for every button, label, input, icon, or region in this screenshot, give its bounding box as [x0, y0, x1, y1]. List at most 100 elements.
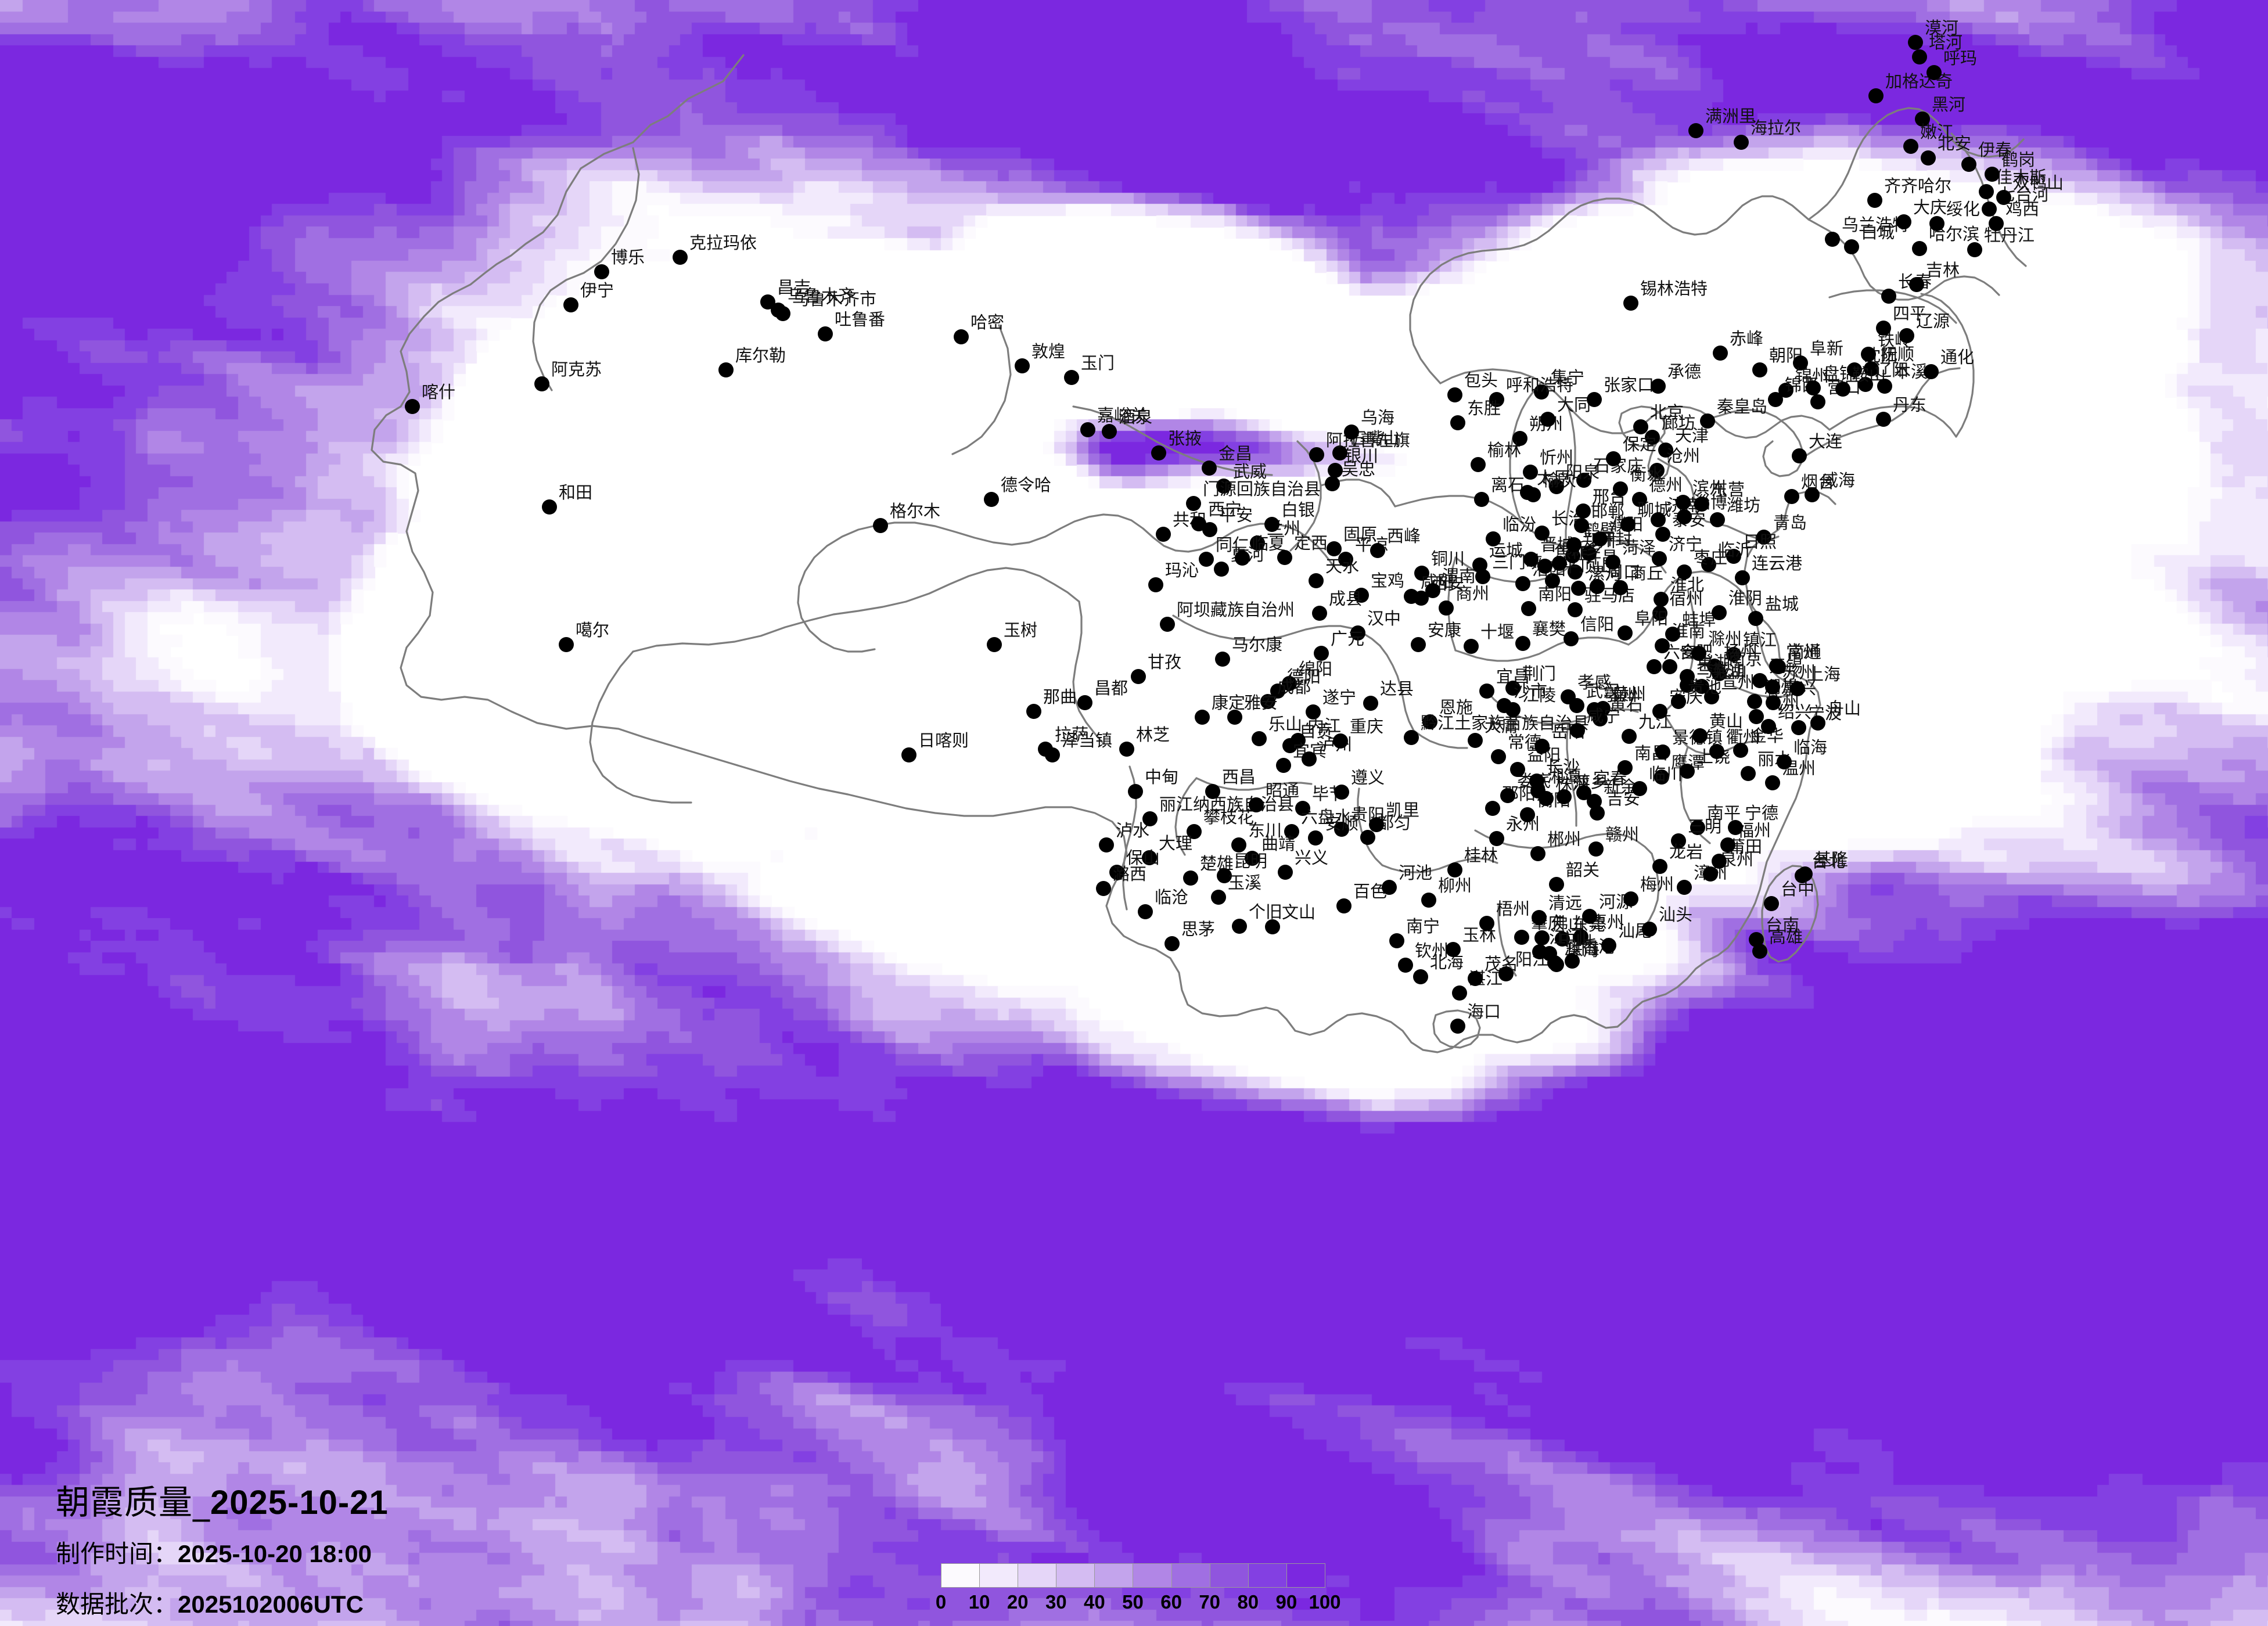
station-dot-icon [1982, 202, 1997, 217]
station-label: 文山 [1282, 902, 1316, 922]
station-label: 张掖 [1168, 429, 1202, 448]
station-label: 大理 [1159, 833, 1193, 853]
station-label: 贵池 [1688, 677, 1722, 697]
station-dot-icon [559, 637, 574, 652]
station-dot-icon [954, 329, 969, 344]
station-dot-icon [1205, 784, 1220, 799]
station-dot-icon [1915, 111, 1930, 127]
station-label: 呼玛 [1943, 48, 1978, 68]
station-dot-icon [1526, 487, 1541, 502]
station-label: 江门 [1549, 927, 1583, 947]
station-dot-icon [1655, 527, 1670, 542]
station-label: 舟山 [1827, 699, 1861, 718]
produced-time-value: 2025-10-20 18:00 [178, 1540, 372, 1567]
station-label: 平安 [1219, 505, 1253, 525]
station-label: 四平 [1893, 304, 1927, 323]
boundary-path [589, 650, 692, 804]
station-dot-icon [1726, 549, 1741, 564]
colorbar-tick-70: 70 [1199, 1591, 1221, 1613]
station-dot-icon [1961, 157, 1976, 172]
station-dot-icon [1881, 289, 1896, 304]
station-dot-icon [1765, 679, 1780, 695]
station-label: 噶尔 [576, 620, 610, 640]
station-dot-icon [1489, 831, 1504, 846]
station-dot-icon [1655, 638, 1670, 653]
station-dot-icon [1720, 837, 1735, 852]
station-dot-icon [1967, 242, 1982, 257]
station-dot-icon [1568, 602, 1583, 617]
station-dot-icon [1309, 447, 1324, 462]
station-dot-icon [1649, 463, 1665, 478]
station-dot-icon [1912, 49, 1927, 64]
boundary-path [797, 524, 877, 653]
boundary-path [1454, 636, 1630, 662]
station-dot-icon [1369, 817, 1384, 832]
station-label: 鸡西 [2005, 199, 2040, 219]
station-label: 集宁 [1551, 368, 1585, 387]
station-dot-icon [1632, 781, 1647, 796]
station-dot-icon [1912, 241, 1927, 256]
province-boundaries [371, 54, 2027, 1053]
boundary-path [1474, 829, 1653, 855]
station-dot-icon [1765, 775, 1780, 790]
station-dot-icon [1713, 346, 1728, 361]
station-dot-icon [1414, 566, 1429, 581]
station-label: 马鞍山 [1696, 661, 1748, 681]
station-label: 遵义 [1351, 768, 1385, 787]
station-label: 昆明 [1234, 851, 1268, 871]
station-label: 基隆 [1814, 850, 1849, 869]
boundary-path [1705, 409, 1804, 477]
station-dot-icon [1752, 944, 1767, 959]
station-dot-icon [1726, 647, 1741, 662]
station-label: 乌鲁木齐 [788, 286, 856, 305]
station-dot-icon [1996, 190, 2011, 205]
station-dot-icon [987, 637, 1002, 652]
station-dot-icon [1450, 1019, 1465, 1034]
station-dot-icon [1080, 422, 1095, 437]
station-dot-icon [1924, 364, 1939, 379]
station-dot-icon [1160, 617, 1175, 632]
station-dot-icon [1187, 824, 1202, 839]
station-dot-icon [1784, 489, 1799, 504]
station-dot-icon [1302, 751, 1317, 767]
station-dot-icon [1472, 557, 1487, 573]
station-label: 西峰 [1387, 526, 1421, 546]
station-label: 吐鲁番 [835, 310, 886, 329]
station-dot-icon [1680, 669, 1695, 684]
station-dot-icon [1534, 739, 1550, 754]
station-dot-icon [1151, 445, 1166, 461]
station-dot-icon [1576, 503, 1591, 519]
station-label: 那曲 [1043, 687, 1077, 707]
station-dot-icon [1633, 419, 1648, 434]
station-dot-icon [1398, 958, 1413, 973]
station-label: 保定 [1623, 434, 1657, 454]
station-dot-icon [1748, 611, 1763, 626]
station-dot-icon [1096, 881, 1111, 896]
station-label: 泸水 [1116, 821, 1150, 840]
station-dot-icon [1413, 969, 1428, 984]
station-label: 扬州 [1724, 642, 1758, 661]
station-label: 重庆 [1350, 717, 1384, 736]
station-label: 百色 [1353, 882, 1388, 901]
boundary-path [1412, 729, 1468, 749]
station-label: 林芝 [1136, 725, 1170, 744]
station-label: 南平 [1707, 803, 1741, 823]
station-label: 潞西 [1113, 864, 1147, 884]
station-dot-icon [1186, 496, 1201, 511]
station-label: 南阳 [1538, 584, 1572, 604]
station-label: 内江 [1307, 716, 1342, 736]
station-dot-icon [1026, 704, 1041, 719]
station-dot-icon [1588, 841, 1604, 857]
station-dot-icon [1471, 457, 1486, 472]
station-label: 临汾 [1503, 515, 1537, 534]
station-label: 玉溪 [1228, 873, 1262, 893]
station-label: 昭通 [1266, 780, 1300, 800]
station-dot-icon [1216, 479, 1231, 494]
station-dot-icon [1422, 714, 1437, 729]
station-label: 辽阳 [1875, 360, 1909, 380]
station-dot-icon [1587, 392, 1602, 407]
boundary-path [532, 147, 640, 391]
station-dot-icon [1245, 851, 1260, 866]
station-dot-icon [1844, 239, 1859, 254]
station-dot-icon [1479, 684, 1494, 699]
